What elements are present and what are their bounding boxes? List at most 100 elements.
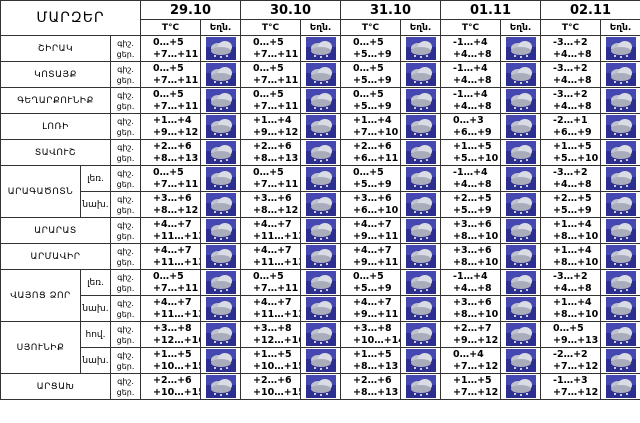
period-night: գիշ. — [117, 376, 134, 386]
temp-night: +1…+4 — [153, 114, 192, 126]
temp-day: +4…+8 — [553, 48, 592, 60]
weather — [500, 165, 542, 192]
header-row: ՄԱՐԶԵՐ 29.10 30.10 31.10 01.11 02.11 — [0, 0, 640, 36]
temp-day: +5…+9 — [353, 282, 392, 294]
temperature: +1…+4 +9…+12 — [240, 113, 302, 140]
weather — [600, 191, 640, 218]
weather-icon — [205, 193, 236, 216]
temp-night: +3…+6 — [453, 296, 492, 308]
data-row: ԱՐԱԳԱԾՈՏՆ լեռ. գիշ. ցեր. 0…+5 +7…+11 0…+5 +7…+1… — [0, 165, 640, 218]
temp-day: +9…+12 — [253, 126, 299, 138]
temp-night: +1…+5 — [353, 348, 392, 360]
weather-icon — [205, 167, 236, 190]
weather-icon — [405, 271, 436, 294]
weather-icon — [505, 193, 536, 216]
weather-icon — [405, 349, 436, 372]
temperature: +1…+4 +8…+10 — [540, 243, 602, 270]
weather — [300, 217, 342, 244]
weather — [400, 113, 442, 140]
temperature: +4…+7 +9…+11 — [340, 243, 402, 270]
temp-day: +7…+10 — [353, 126, 399, 138]
temp-night: +2…+7 — [453, 322, 492, 334]
temp-night: +2…+6 — [353, 140, 392, 152]
temp-day: +11…+13 — [253, 230, 301, 242]
temperature: -1…+4 +4…+8 — [440, 269, 502, 296]
period-night: գիշ. — [117, 246, 134, 256]
temp-night: +2…+6 — [153, 140, 192, 152]
weather — [500, 139, 542, 166]
temperature: 0…+5 +7…+11 — [140, 35, 202, 62]
weather — [400, 217, 442, 244]
temperature: +1…+5 +5…+10 — [540, 139, 602, 166]
weather — [200, 217, 242, 244]
weather-icon — [605, 115, 636, 138]
temp-day: +12…+16 — [153, 334, 201, 346]
weather-icon — [505, 115, 536, 138]
temperature: +2…+6 +10…+15 — [240, 373, 302, 400]
temp-day: +6…+9 — [553, 126, 592, 138]
temp-day: +7…+12 — [553, 360, 599, 372]
temp-day: +10…+15 — [153, 386, 201, 398]
period-label: գիշ. ցեր. — [109, 113, 142, 140]
weather — [600, 269, 640, 296]
temperature: 0…+3 +6…+9 — [440, 113, 502, 140]
temp-night: +2…+6 — [253, 374, 292, 386]
temp-day: +4…+8 — [453, 100, 492, 112]
period-label: գիշ. ցեր. — [109, 191, 142, 218]
temp-night: 0…+5 — [253, 88, 284, 100]
weather-icon — [605, 193, 636, 216]
temp-night: 0…+5 — [353, 166, 384, 178]
weather-icon — [205, 349, 236, 372]
data-row: ԱՐՑԱԽ գիշ. ցեր. +2…+6 +10…+15 +2…+6 +10…+15 +2…… — [0, 373, 640, 400]
temperature: -3…+2 +4…+8 — [540, 87, 602, 114]
weather-icon — [605, 63, 636, 86]
weather-icon — [205, 271, 236, 294]
zone-name: նախ. — [80, 347, 111, 374]
weather-icon — [405, 193, 436, 216]
temperature: +3…+6 +8…+10 — [440, 295, 502, 322]
weather — [500, 347, 542, 374]
weather — [500, 113, 542, 140]
temp-day: +8…+10 — [553, 308, 599, 320]
weather-icon — [305, 141, 336, 164]
temp-day: +8…+10 — [453, 230, 499, 242]
period-label: գիշ. ցեր. — [109, 165, 142, 192]
weather-icon — [405, 219, 436, 242]
temp-night: 0…+5 — [353, 270, 384, 282]
weather-icon — [405, 37, 436, 60]
period-day: ցեր. — [116, 179, 135, 189]
region-name: ԼՈՌԻ — [0, 113, 111, 140]
temp-day: +11…+13 — [253, 256, 301, 268]
weather-icon — [605, 271, 636, 294]
period-night: գիշ. — [117, 64, 134, 74]
weather-icon — [305, 89, 336, 112]
temp-day: +5…+9 — [353, 74, 392, 86]
weather-icon — [405, 89, 436, 112]
temp-night: -3…+2 — [553, 62, 588, 74]
weather — [300, 87, 342, 114]
temperature: -3…+2 +4…+8 — [540, 165, 602, 192]
temp-night: +3…+8 — [353, 322, 392, 334]
temperature: +4…+7 +11…+13 — [240, 217, 302, 244]
temp-day: +4…+8 — [453, 178, 492, 190]
temp-night: 0…+5 — [153, 88, 184, 100]
weather — [300, 347, 342, 374]
temp-day: +8…+10 — [453, 308, 499, 320]
weather — [300, 165, 342, 192]
weather — [200, 191, 242, 218]
weather-icon — [305, 193, 336, 216]
temp-day: +7…+11 — [253, 178, 299, 190]
weather-icon — [505, 297, 536, 320]
weather — [600, 217, 640, 244]
temperature: +3…+8 +10…+14 — [340, 321, 402, 348]
temperature: +4…+7 +11…+13 — [240, 243, 302, 270]
weather-icon — [305, 63, 336, 86]
weather-icon — [505, 37, 536, 60]
data-row: նախ. գիշ. ցեր. +3…+6 +8…+12 +3…+6 +8…+12 +3…+6 +… — [1, 191, 640, 218]
period-label: գիշ. ցեր. — [109, 269, 142, 296]
weather — [600, 87, 640, 114]
temp-night: +2…+6 — [153, 374, 192, 386]
weather-icon — [505, 167, 536, 190]
subheader-row: T°C Եղն. T°C Եղն. T°C Եղն. T°C Եղն. T°C Եղն. — [1, 19, 640, 36]
temp-day: +8…+12 — [253, 204, 299, 216]
